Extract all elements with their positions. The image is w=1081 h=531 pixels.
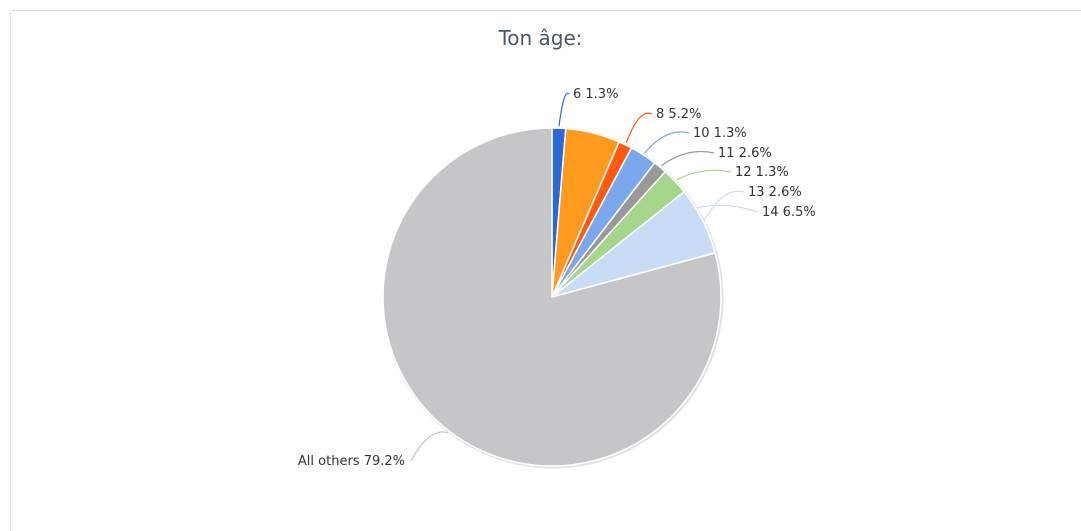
pie-label-connector <box>661 150 715 167</box>
pie-label-connector <box>697 204 759 213</box>
pie-data-label: 10 1.3% <box>693 126 747 141</box>
pie-label-connector <box>704 190 745 221</box>
pie-data-label: 11 2.6% <box>718 146 772 161</box>
pie-label-connector <box>644 131 690 154</box>
pie-data-label: 13 2.6% <box>748 185 802 200</box>
pie-label-connector <box>625 112 653 144</box>
pie-data-label: 12 1.3% <box>735 165 789 180</box>
pie-data-label: All others 79.2% <box>298 454 405 469</box>
pie-data-label: 8 5.2% <box>656 107 701 122</box>
pie-label-connector <box>676 169 732 181</box>
pie-label-connector <box>410 431 449 462</box>
pie-data-label: 14 6.5% <box>762 205 816 220</box>
chart-title: Ton âge: <box>498 26 583 50</box>
pie-label-connector <box>558 92 570 127</box>
pie-data-label: 6 1.3% <box>573 87 618 102</box>
pie-slice-all-others[interactable] <box>382 127 722 467</box>
